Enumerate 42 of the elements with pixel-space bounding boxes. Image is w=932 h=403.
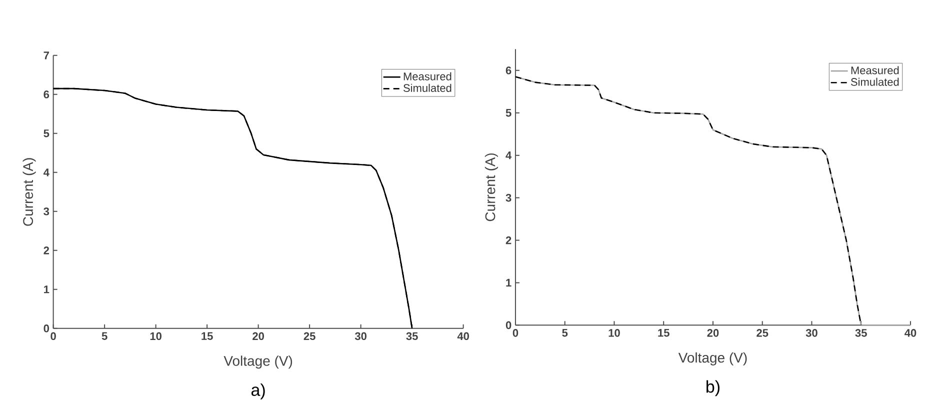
legend-label: Simulated xyxy=(404,84,452,92)
x-axis-title: Voltage (V) xyxy=(224,356,292,369)
y-tick-label: 1 xyxy=(506,278,512,286)
y-axis-title: Current (A) xyxy=(484,153,498,222)
y-tick-label: 4 xyxy=(506,152,512,160)
x-tick-label: 25 xyxy=(304,332,316,340)
y-tick-label: 6 xyxy=(44,90,50,98)
x-tick-label: 20 xyxy=(252,332,264,340)
x-tick-label: 30 xyxy=(354,332,366,340)
x-tick-label: 25 xyxy=(756,329,768,337)
y-tick-label: 4 xyxy=(44,168,50,176)
x-tick-label: 35 xyxy=(855,329,867,337)
x-tick-label: 0 xyxy=(50,332,56,340)
text: b) xyxy=(706,380,720,396)
y-tick-label: 6 xyxy=(506,66,512,74)
x-tick-label: 30 xyxy=(806,329,818,337)
y-tick-label: 2 xyxy=(44,246,49,254)
x-tick-label: 10 xyxy=(608,329,620,337)
x-tick-label: 5 xyxy=(102,332,108,340)
x-axis-title: Voltage (V) xyxy=(678,352,747,366)
y-tick-label: 7 xyxy=(44,52,49,60)
y-tick-label: 5 xyxy=(44,130,50,138)
x-tick-label: 35 xyxy=(406,332,418,340)
text: a) xyxy=(251,383,265,400)
x-tick-label: 10 xyxy=(150,332,162,340)
y-tick-label: 2 xyxy=(506,236,512,244)
x-tick-label: 40 xyxy=(904,329,916,337)
y-tick-label: 1 xyxy=(44,286,50,294)
legend-label: Simulated xyxy=(850,78,899,86)
y-axis-title: Current (A) xyxy=(22,158,36,226)
x-tick-label: 15 xyxy=(658,329,670,337)
x-tick-label: 0 xyxy=(512,329,518,337)
x-tick-label: 5 xyxy=(562,329,568,337)
legend-label: Measured xyxy=(404,72,452,80)
x-tick-label: 40 xyxy=(457,332,469,340)
y-tick-label: 0 xyxy=(506,321,512,330)
x-tick-label: 15 xyxy=(202,332,213,340)
y-tick-label: 3 xyxy=(506,194,512,202)
y-tick-label: 3 xyxy=(44,207,50,216)
y-tick-label: 5 xyxy=(506,109,512,117)
legend-label: Measured xyxy=(851,66,899,74)
x-tick-label: 20 xyxy=(707,329,719,337)
